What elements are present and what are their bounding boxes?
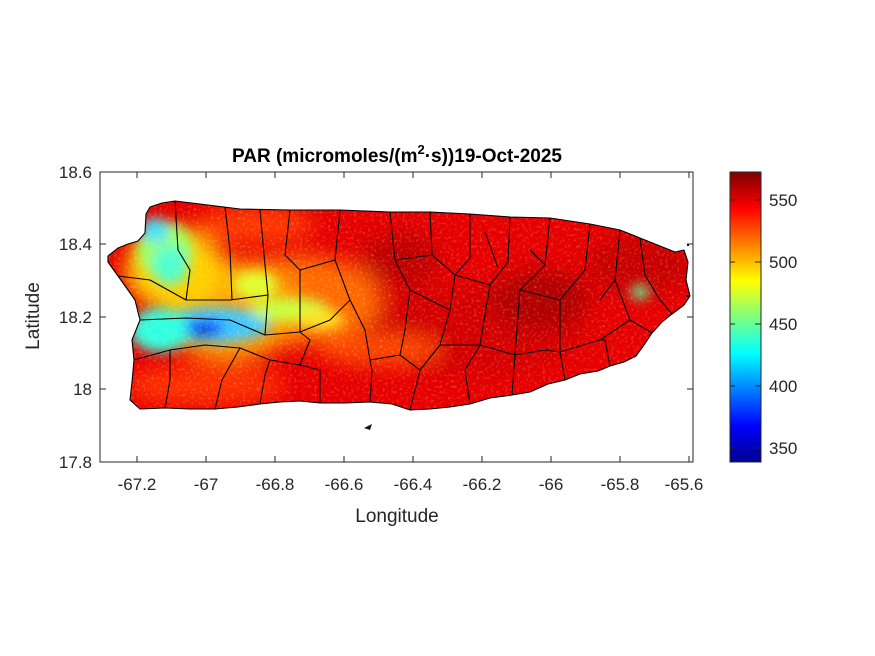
y-ticks: [100, 243, 693, 390]
colorbar-tick-label: 400: [769, 377, 797, 396]
x-tick-label: -67: [194, 475, 219, 494]
colorbar: [729, 171, 762, 463]
colorbar-tick-label: 550: [769, 191, 797, 210]
chart-title: PAR (micromoles/(m2·s))19-Oct-2025: [232, 142, 562, 167]
y-tick-label: 18.2: [59, 308, 92, 327]
colorbar-ticks: [730, 199, 761, 449]
x-tick-label: -66.8: [256, 475, 295, 494]
colorbar-tick-labels: 350 400 450 500 550: [769, 191, 797, 458]
y-tick-label: 18.4: [59, 235, 92, 254]
colorbar-tick-label: 350: [769, 439, 797, 458]
x-axis-label: Longitude: [355, 506, 438, 527]
x-tick-label: -65.8: [601, 475, 640, 494]
x-tick-label: -65.6: [665, 475, 704, 494]
y-tick-labels: 17.8 18 18.2 18.4 18.6: [59, 163, 92, 472]
x-tick-label: -66.4: [394, 475, 433, 494]
x-tick-label: -67.2: [118, 475, 157, 494]
x-ticks: [136, 172, 690, 462]
y-axis-label: Latitude: [23, 282, 44, 350]
x-tick-label: -66.6: [325, 475, 364, 494]
y-tick-label: 18.6: [59, 163, 92, 182]
islets: [364, 244, 689, 430]
x-tick-labels: -67.2 -67 -66.8 -66.6 -66.4 -66.2 -66 -6…: [118, 475, 704, 494]
colorbar-tick-label: 450: [769, 315, 797, 334]
x-tick-label: -66: [539, 475, 564, 494]
par-heatmap: [108, 201, 690, 410]
y-tick-label: 17.8: [59, 453, 92, 472]
colorbar-tick-label: 500: [769, 253, 797, 272]
y-tick-label: 18: [73, 380, 92, 399]
municipality-boundaries: [107, 200, 691, 411]
x-tick-label: -66.2: [463, 475, 502, 494]
